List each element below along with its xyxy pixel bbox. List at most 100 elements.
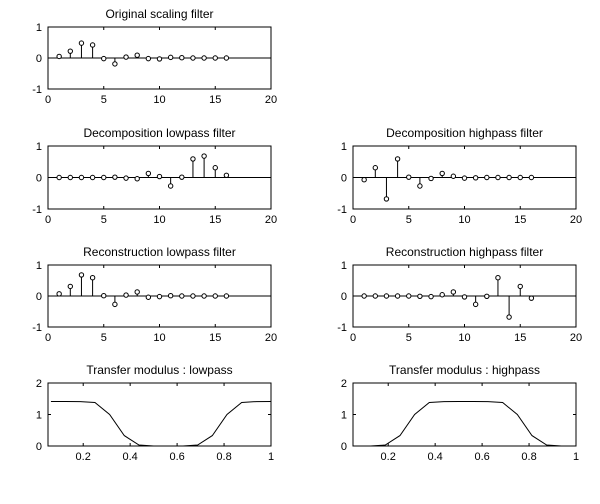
transfer-lowpass-xtick-label: 0.6 <box>169 451 184 463</box>
decomposition-highpass-stem-marker <box>361 177 367 183</box>
reconstruction-lowpass-stem-marker <box>112 301 118 308</box>
reconstruction-highpass-stem-marker <box>495 275 501 281</box>
transfer-highpass-xtick-label: 1 <box>573 451 579 463</box>
reconstruction-highpass-xtick-label: 10 <box>458 332 470 344</box>
reconstruction-lowpass-stem-marker <box>145 294 152 300</box>
reconstruction-lowpass-stem-marker <box>167 292 174 299</box>
decomposition-lowpass-stem-marker <box>89 174 96 181</box>
decomposition-lowpass-stem-marker <box>67 174 74 181</box>
reconstruction-highpass-stem-marker <box>472 301 479 308</box>
reconstruction-lowpass-xtick-label: 5 <box>101 332 107 344</box>
decomposition-highpass-stem-marker <box>517 174 523 181</box>
decomposition-lowpass-ytick-label: 0 <box>36 173 42 185</box>
transfer-highpass-axes <box>352 382 577 447</box>
transfer-highpass-panel: Transfer modulus : highpass 0.2 0.4 0.6 0.8 1… <box>341 363 579 463</box>
reconstruction-highpass-stem-marker <box>394 293 401 299</box>
decomposition-highpass-title: Decomposition highpass filter <box>386 126 543 140</box>
decomposition-lowpass-stem-marker <box>156 173 163 180</box>
reconstruction-lowpass-stem-marker <box>134 289 140 295</box>
transfer-highpass-xtick-label: 0.8 <box>521 451 536 463</box>
decomposition-highpass-xtick-label: 5 <box>406 214 412 226</box>
reconstruction-lowpass-title: Reconstruction lowpass filter <box>83 245 236 259</box>
reconstruction-lowpass-stem-marker <box>156 293 163 300</box>
decomposition-highpass-ytick-label: 0 <box>341 173 347 185</box>
reconstruction-highpass-stem-marker <box>517 283 523 290</box>
decomposition-lowpass-xtick-label: 5 <box>101 214 107 226</box>
reconstruction-lowpass-ytick-label: 1 <box>36 260 42 272</box>
decomposition-lowpass-stem-marker <box>123 175 129 181</box>
decomposition-highpass-xtick-label: 15 <box>514 214 526 226</box>
original-scaling-stem-marker <box>190 55 196 61</box>
reconstruction-lowpass-stem-marker <box>56 291 62 297</box>
original-scaling-stem-marker <box>56 53 62 60</box>
transfer-lowpass-ytick-label: 0 <box>36 441 42 453</box>
reconstruction-lowpass-stem-marker <box>123 292 129 298</box>
transfer-lowpass-ytick-label: 2 <box>36 378 42 390</box>
decomposition-highpass-stem-marker <box>383 196 390 202</box>
reconstruction-highpass-stem-marker <box>506 314 512 320</box>
decomposition-lowpass-ytick-label: -1 <box>32 204 42 216</box>
decomposition-lowpass-xtick-label: 0 <box>45 214 51 226</box>
decomposition-highpass-stem-marker <box>461 175 468 181</box>
reconstruction-lowpass-xtick-label: 20 <box>265 332 277 344</box>
transfer-lowpass-xtick-label: 1 <box>268 451 274 463</box>
reconstruction-lowpass-xtick-label: 0 <box>45 332 51 344</box>
reconstruction-highpass-ytick-label: 0 <box>341 291 347 303</box>
decomposition-highpass-stem-marker <box>506 174 512 181</box>
decomposition-lowpass-stem-marker <box>167 183 174 189</box>
reconstruction-highpass-stem-marker <box>528 295 535 301</box>
transfer-highpass-xtick-label: 0.4 <box>428 451 443 463</box>
transfer-highpass-ytick-label: 1 <box>341 410 347 422</box>
original-scaling-title: Original scaling filter <box>105 7 213 21</box>
decomposition-lowpass-stem-marker <box>134 176 140 182</box>
decomposition-highpass-stem-marker <box>528 174 535 181</box>
reconstruction-highpass-stem-marker <box>450 289 457 295</box>
original-scaling-stem-marker <box>123 54 129 60</box>
original-scaling-stem-marker <box>78 40 85 46</box>
reconstruction-highpass-stem-marker <box>383 293 390 299</box>
decomposition-lowpass-stem-marker <box>112 174 118 180</box>
original-scaling-stem-marker <box>223 55 230 61</box>
original-scaling-stem-marker <box>145 55 152 62</box>
decomposition-highpass-stem-marker <box>472 175 479 181</box>
decomposition-lowpass-stem-marker <box>179 174 185 180</box>
reconstruction-highpass-stem-marker <box>461 294 468 300</box>
reconstruction-highpass-ytick-label: 1 <box>341 260 347 272</box>
transfer-highpass-xtick-label: 0.2 <box>381 451 396 463</box>
reconstruction-highpass-stem-marker <box>372 293 378 299</box>
original-scaling-xtick-label: 10 <box>153 94 165 106</box>
decomposition-lowpass-xtick-label: 20 <box>265 214 277 226</box>
original-scaling-stem-marker <box>167 54 174 61</box>
reconstruction-lowpass-stem-marker <box>201 293 207 299</box>
decomposition-highpass-stem-marker <box>484 174 490 181</box>
reconstruction-lowpass-stem-marker <box>78 272 85 278</box>
decomposition-lowpass-stem-marker <box>101 174 107 181</box>
transfer-highpass-ytick-label: 2 <box>341 378 347 390</box>
reconstruction-lowpass-stem-marker <box>190 293 196 299</box>
reconstruction-highpass-xtick-label: 20 <box>570 332 582 344</box>
decomposition-lowpass-stem-marker <box>201 153 207 159</box>
reconstruction-highpass-stem-marker <box>428 293 434 300</box>
decomposition-lowpass-stem-marker <box>78 174 85 181</box>
original-scaling-stem-marker <box>112 61 118 67</box>
decomposition-lowpass-title: Decomposition lowpass filter <box>83 126 235 140</box>
original-scaling-ytick-label: 0 <box>36 53 42 65</box>
reconstruction-lowpass-ytick-label: -1 <box>32 322 42 334</box>
transfer-lowpass-ytick-label: 1 <box>36 410 42 422</box>
original-scaling-xtick-label: 5 <box>101 94 107 106</box>
transfer-lowpass-curve <box>50 400 272 447</box>
reconstruction-lowpass-stem-marker <box>101 292 107 299</box>
transfer-lowpass-xtick-label: 0.2 <box>76 451 91 463</box>
reconstruction-highpass-stem-marker <box>406 293 412 299</box>
original-scaling-xtick-label: 15 <box>209 94 221 106</box>
transfer-highpass-title: Transfer modulus : highpass <box>389 363 540 377</box>
decomposition-lowpass-stem-marker <box>190 156 196 162</box>
decomposition-highpass-xtick-label: 20 <box>570 214 582 226</box>
transfer-lowpass-xtick-label: 0.4 <box>123 451 138 463</box>
reconstruction-lowpass-stem-marker <box>89 275 96 281</box>
reconstruction-highpass-stem-marker <box>484 293 490 300</box>
transfer-highpass-xtick-label: 0.6 <box>474 451 489 463</box>
